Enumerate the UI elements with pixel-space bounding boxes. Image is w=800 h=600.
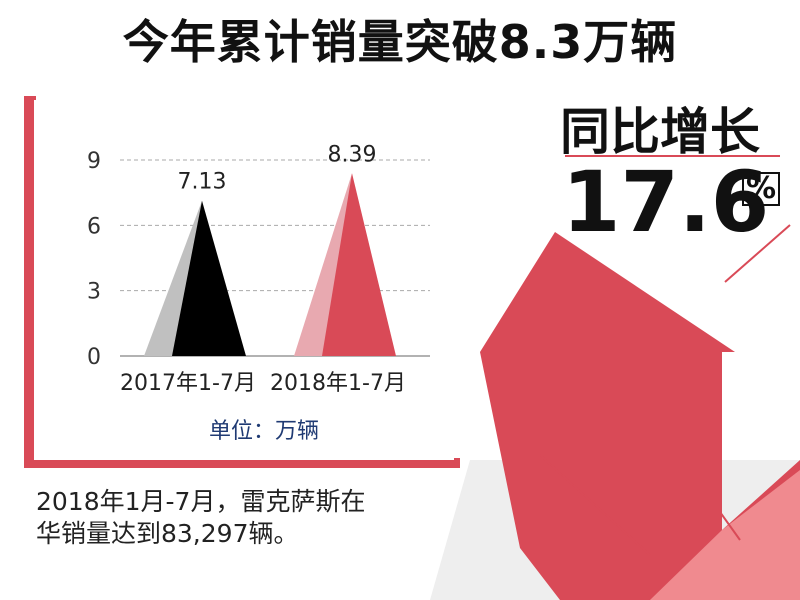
unit-note: 单位：万辆 [209,419,319,444]
x-category-label: 2017年1-7月 [120,371,256,396]
panel-accent-bottom [24,458,460,468]
y-axis-ticks: 0 3 6 9 [87,149,101,370]
y-tick-label: 6 [87,214,101,239]
chart-panel: 0 3 6 9 7.13 8.39 2017年1-7月 2018年1-7月 单位：万辆 [34,100,454,460]
x-axis-categories: 2017年1-7月 2018年1-7月 [120,371,406,396]
headline: 今年累计销量突破8.3万辆 [122,15,678,69]
growth-arrow-icon [480,232,800,600]
y-tick-label: 0 [87,345,101,370]
bar [322,173,396,356]
badge-underline [565,155,780,157]
yoy-growth-value: 17.6 [562,153,770,251]
sales-chart: 0 3 6 9 7.13 8.39 2017年1-7月 2018年1-7月 单位：万辆 [87,142,430,444]
deco-line-1 [724,224,791,283]
data-label: 8.39 [328,142,377,167]
bar [172,200,246,356]
percent-sign: % [742,172,781,206]
y-tick-label: 3 [87,280,101,305]
growth-arrow-highlight [650,470,800,600]
footnote: 2018年1月-7月，雷克萨斯在 华销量达到83,297辆。 [36,486,466,550]
y-tick-label: 9 [87,149,101,174]
data-label: 7.13 [178,170,227,195]
x-category-label: 2018年1-7月 [270,371,406,396]
yoy-growth-label: 同比增长 [560,103,760,161]
panel-accent-left [24,96,36,468]
chart-data-labels: 7.13 8.39 [178,142,377,194]
deco-line-3 [689,469,741,541]
footnote-line-2: 华销量达到83,297辆。 [36,519,299,548]
chart-bars [144,173,396,356]
footnote-line-1: 2018年1月-7月，雷克萨斯在 [36,487,366,516]
deco-line-2 [539,454,651,556]
